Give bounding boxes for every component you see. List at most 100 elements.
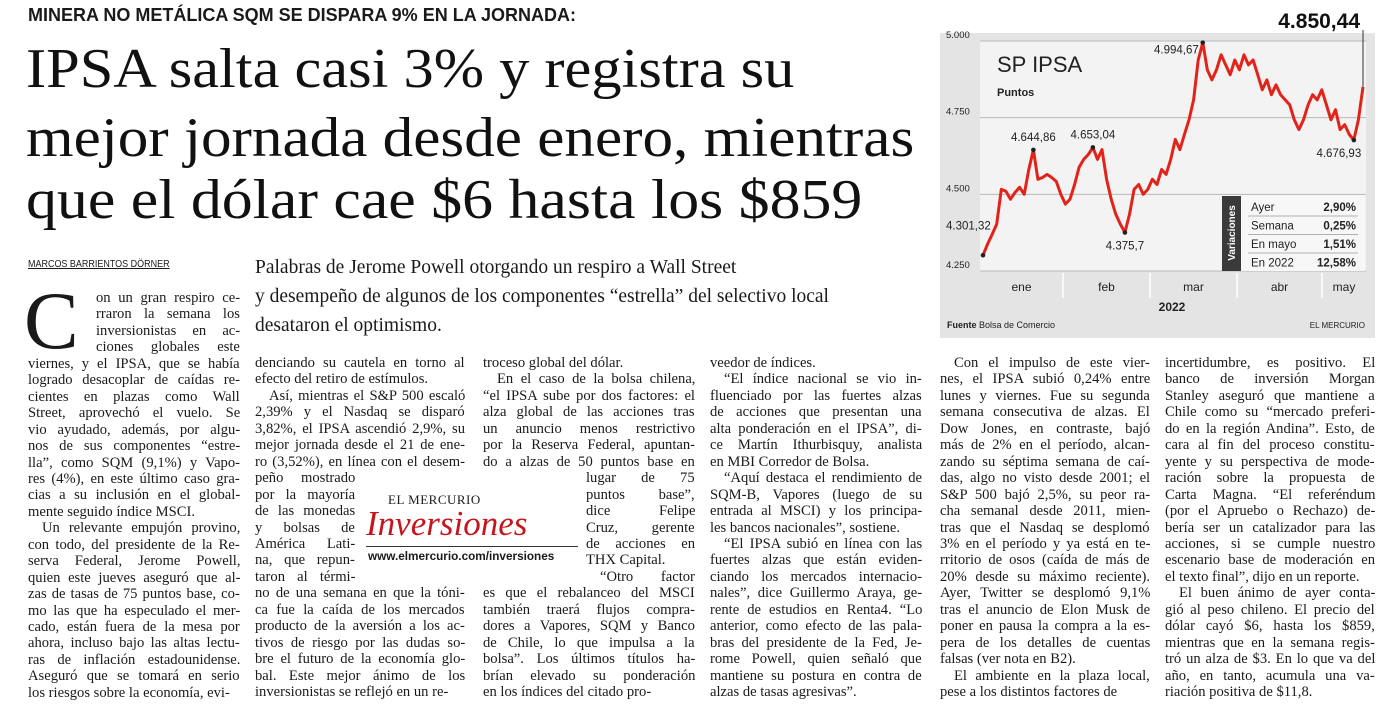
body-line: de acciones en xyxy=(586,535,696,552)
body-line: “Otro factor xyxy=(600,568,695,585)
body-line: de acciones que presentan una xyxy=(710,404,922,421)
body-line: inversionistas se reflejó en un re- xyxy=(255,684,449,700)
headline-line: mejor jornada desde enero, mientras xyxy=(26,107,915,169)
body-line: 20% desde su máximo reciente). xyxy=(940,568,1151,585)
byline: MARCOS BARRIENTOS DÖRNER xyxy=(28,258,170,270)
body-line: lunes y viernes. Fue su segunda xyxy=(940,387,1150,404)
body-line: acciones, si se cumple nuestro xyxy=(1165,535,1376,552)
deck-line: y desempeño de algunos de los componente… xyxy=(255,286,829,307)
variations-box xyxy=(1222,196,1365,271)
body-line: logrado desacoplar de caídas re- xyxy=(28,372,241,389)
headline-line: que el dólar cae $6 hasta los $859 xyxy=(26,169,863,231)
body-line: Aseguró que se tomará en serio xyxy=(28,668,240,685)
annotation-label: 4.644,86 xyxy=(1011,132,1056,144)
body-line: de las monedas xyxy=(255,503,356,520)
body-line: tivos de riesgo por las dudas so- xyxy=(255,634,466,651)
body-line: do a alzas de 50 puntos base en xyxy=(483,453,695,470)
body-line: mente seguido índice MSCI. xyxy=(28,503,195,520)
body-line: alza global de las acciones tras xyxy=(483,404,695,421)
body-line: banco de inversión Morgan xyxy=(1165,371,1375,388)
body-line: Carta Magna. “El referéndum xyxy=(1165,486,1376,503)
variation-value: 1,51% xyxy=(1323,239,1356,251)
body-line: rritorio de osos (caída de más de xyxy=(940,552,1150,569)
body-line: bal. Este mejor ánimo de los xyxy=(255,667,466,684)
annotation-label: 4.301,32 xyxy=(946,220,991,232)
y-tick-label: 4.250 xyxy=(946,260,970,271)
body-line: riación positiva de $11,8. xyxy=(1165,684,1313,700)
body-line: bras del presidente de la Fed, Je- xyxy=(710,634,922,651)
body-line: mo las que ha especulado el mer- xyxy=(28,602,241,619)
body-line: rome Powell, quien señaló que xyxy=(710,651,922,668)
body-line: incertidumbre, es positivo. El xyxy=(1165,355,1376,371)
body-line: troceso global del dólar. xyxy=(483,355,624,371)
body-line: mejor jornada desde el 21 de ene- xyxy=(255,437,465,454)
body-line: con todo, del presidente de la Re- xyxy=(28,536,240,553)
body-line: ciones globales este xyxy=(96,339,240,356)
body-line: falsas (ver nota en B2). xyxy=(940,651,1076,668)
body-line: alta ponderación en el IPSA”, di- xyxy=(710,420,922,437)
deck-line: desataron el optimismo. xyxy=(255,315,442,336)
body-line: denciando su cautela en torno al xyxy=(255,355,465,371)
x-tick-label: feb xyxy=(1098,280,1115,294)
body-line: El ambiente en la plaza local, xyxy=(954,667,1150,684)
annotation-dot xyxy=(1200,40,1206,45)
body-line: dores a Vapores, SQM y Banco xyxy=(483,618,695,635)
body-line: Ayer, Twitter se desplomó 9,1% xyxy=(940,585,1151,602)
variation-label: Semana xyxy=(1251,221,1294,233)
body-line: zando su séptima semana de caí- xyxy=(940,453,1150,470)
variation-value: 0,25% xyxy=(1323,221,1356,233)
promo-url: www.elmercurio.com/inversiones xyxy=(368,549,555,563)
source-label: Fuente xyxy=(947,320,977,330)
x-tick-label: ene xyxy=(1011,280,1031,294)
body-line: serva Federal, Jerome Powell, xyxy=(28,553,241,570)
body-line: “el IPSA sube por dos factores: el xyxy=(483,387,695,404)
price-line xyxy=(981,41,1365,256)
body-line: mientras que en la semana regis- xyxy=(1165,634,1375,651)
body-line: y bolsas de xyxy=(255,519,355,536)
body-line: los riesgos sobre la economía, evi- xyxy=(28,684,230,701)
body-line: efecto del retiro de estímulos. xyxy=(255,371,429,388)
body-line: dice Felipe xyxy=(586,503,696,520)
body-line: Cruz, gerente xyxy=(586,519,695,536)
body-line: ca fue la caída de los mercados xyxy=(255,601,465,618)
body-line: alzas de tasas agresivas”. xyxy=(710,684,857,700)
body-line: producto de la aversión a los ac- xyxy=(255,618,465,635)
body-line: peño mostrado xyxy=(255,470,356,487)
body-line: por la mayoría xyxy=(255,486,356,503)
body-line: fluenciado por las fuertes alzas xyxy=(710,387,922,404)
source: Bolsa de Comercio xyxy=(979,320,1055,330)
body-line: tró un alza de $3. En lo que va del xyxy=(1165,651,1376,668)
body-line: ciando los mercados internacio- xyxy=(710,568,922,585)
body-line: cha semanal desde 2011, mien- xyxy=(940,503,1151,520)
body-line: zas de tasas de 75 puntos base, co- xyxy=(28,586,240,603)
body-line: fuertes alzas que están eviden- xyxy=(710,552,923,569)
body-line: on un gran respiro ce- xyxy=(96,290,241,306)
body-line: bolsa”. Los últimos títulos ha- xyxy=(483,651,696,668)
promo-brand: EL MERCURIO xyxy=(388,492,481,507)
body-line: de Chile, lo que impulsa a la xyxy=(483,634,695,651)
body-line: rraron la semana los xyxy=(96,306,240,323)
annotation-dot xyxy=(980,252,986,258)
body-line: brían elevado su ponderación xyxy=(483,667,696,684)
variations-tag xyxy=(1222,196,1241,271)
body-line: yente y su perspectiva de mode- xyxy=(1165,453,1375,470)
body-line: tras que el Nasdaq se desplomó xyxy=(940,519,1150,536)
body-line: THX Capital. xyxy=(586,552,666,569)
body-line: Chile como su “mercado preferi- xyxy=(1165,404,1376,421)
body-line: do en la región Andina”. Esto, de xyxy=(1165,420,1375,437)
body-line: lla”, como SQM (9,1%) y Vapo- xyxy=(28,454,241,471)
body-line: taron al térmi- xyxy=(255,568,356,585)
body-line: bería ser un catalizador para las xyxy=(1165,519,1376,536)
body-line: un anuncio menos restrictivo xyxy=(483,420,696,437)
annotation-label: 4.375,7 xyxy=(1106,240,1144,252)
x-axis-label: 2022 xyxy=(1159,300,1186,314)
body-line: ce Martín Ithurbisquy, analista xyxy=(710,437,923,454)
annotation-dot xyxy=(1090,145,1096,150)
body-line: viernes, y el IPSA, que se había xyxy=(28,355,240,372)
body-line: 3,82%, el IPSA ascendió 2,9%, su xyxy=(255,420,466,437)
body-line: “El IPSA subió en línea con las xyxy=(724,535,923,552)
drop-cap: C xyxy=(24,275,79,366)
body-line: dólar cayó $6, hasta los $859, xyxy=(1165,618,1375,635)
body-line: pera de los detalles de cuentas xyxy=(940,634,1151,651)
